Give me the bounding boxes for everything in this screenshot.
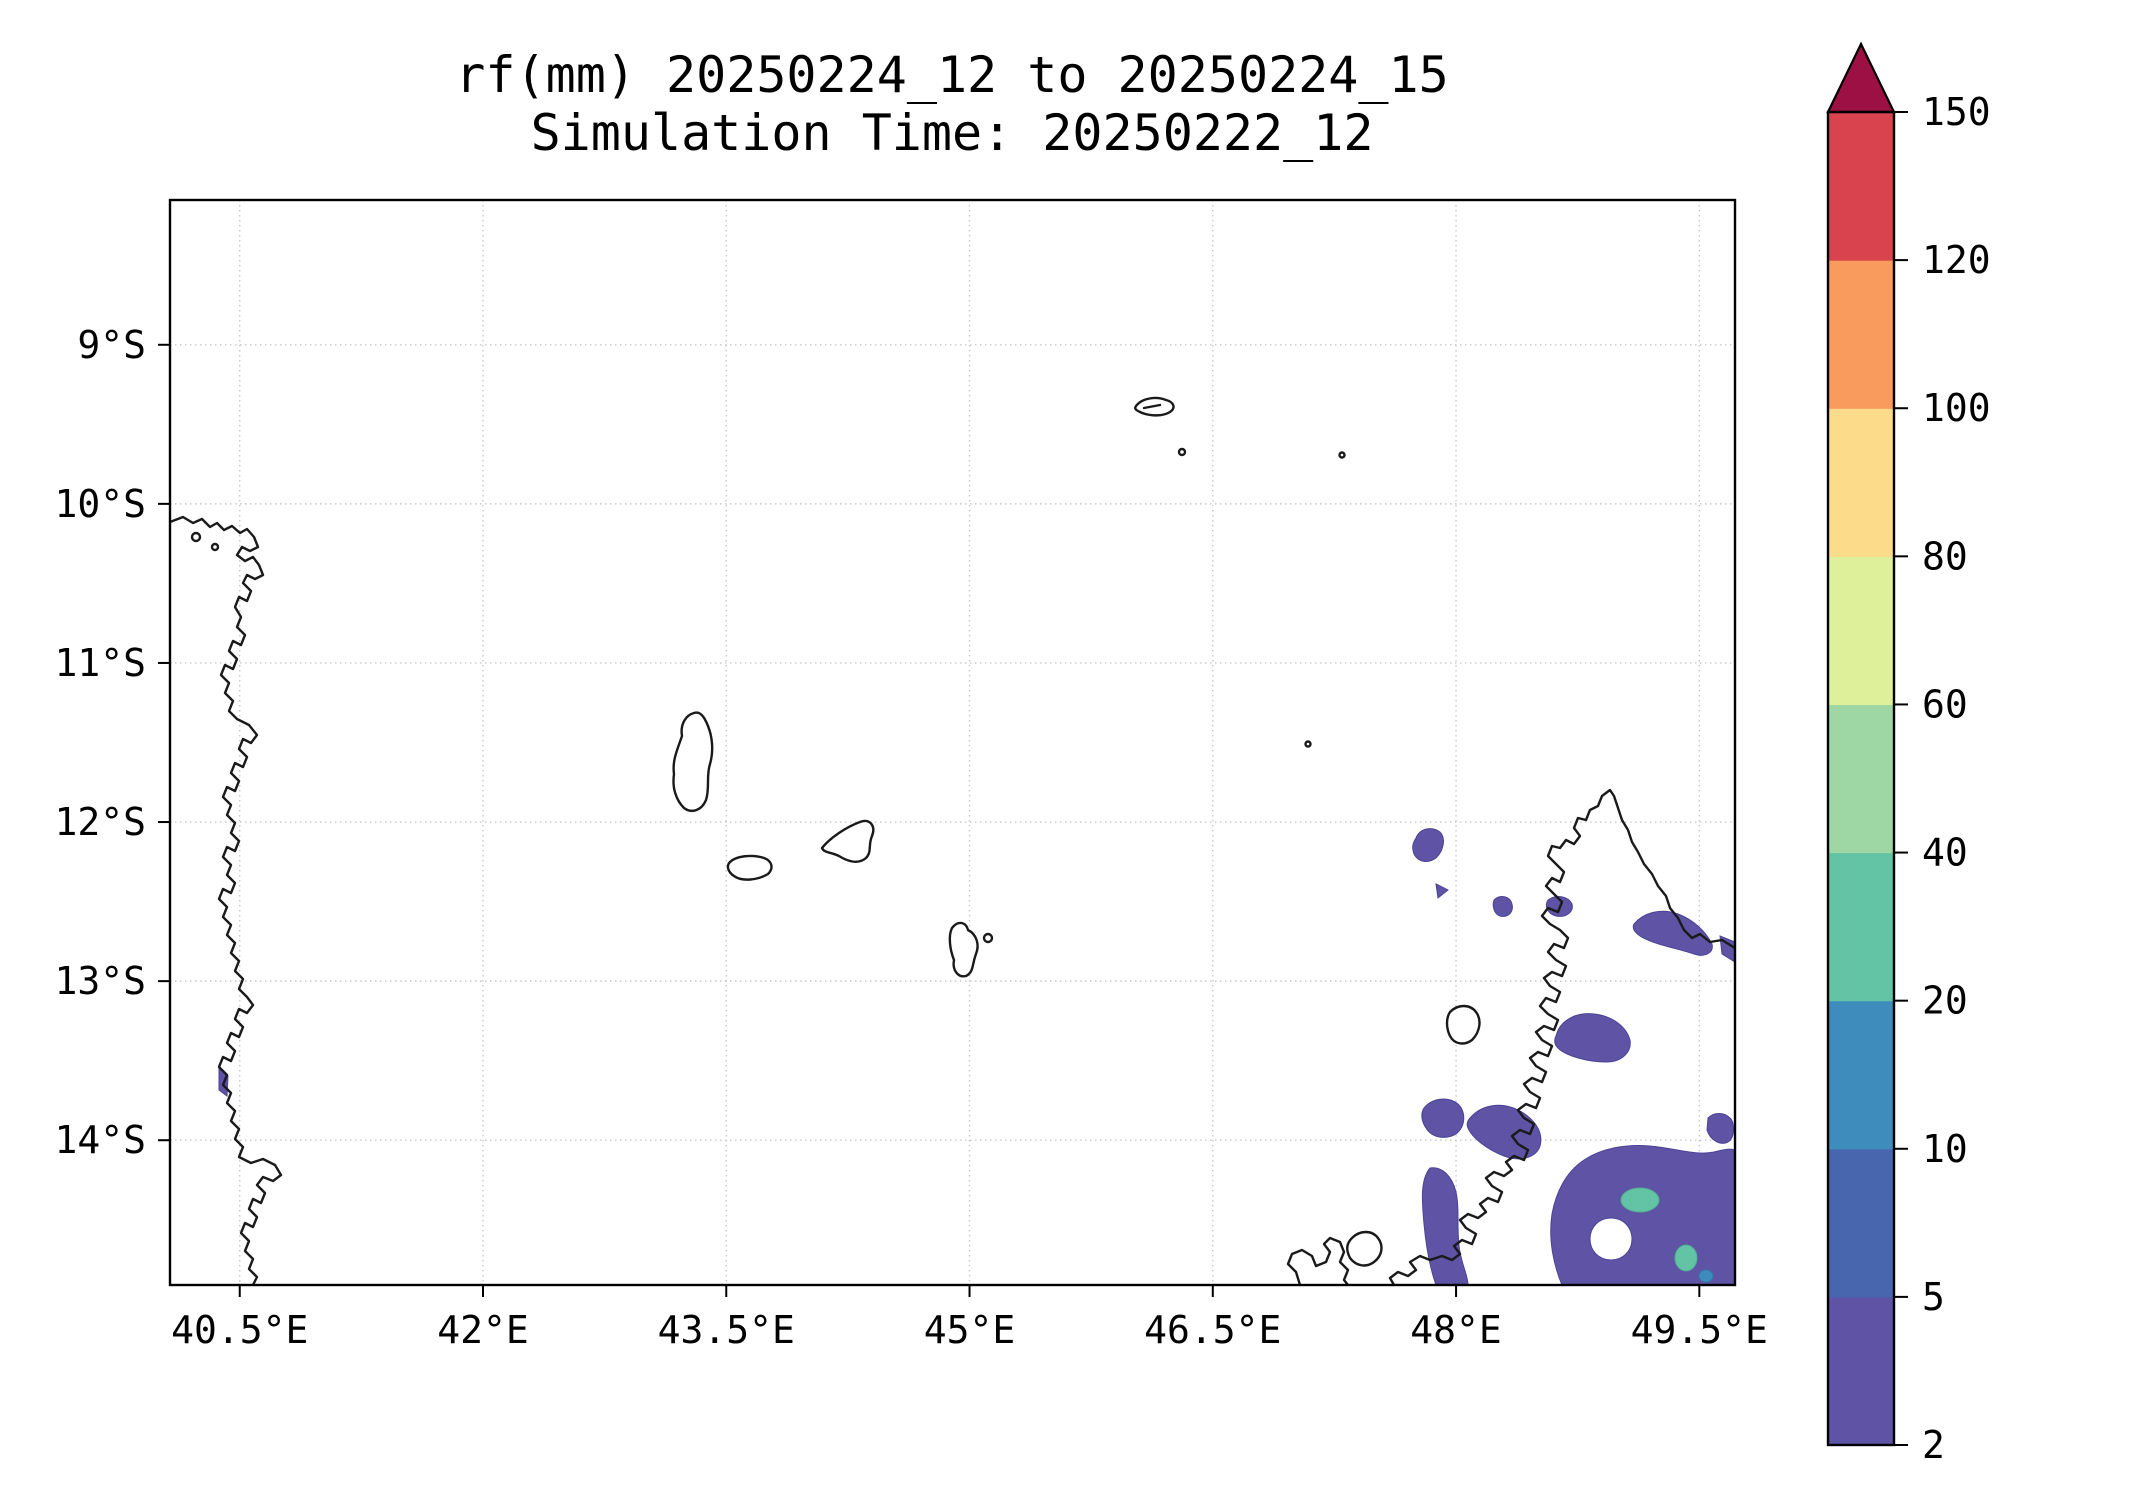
island-moheli <box>726 854 773 881</box>
grid-layer <box>170 200 1735 1285</box>
y-tick-label: 11°S <box>54 641 146 685</box>
island-mayotte <box>948 921 979 978</box>
rain-patch <box>1435 883 1449 899</box>
chart-subtitle: Simulation Time: 20250222_12 <box>531 104 1374 162</box>
y-tick-label: 10°S <box>54 482 146 526</box>
colorbar-tick-label: 20 <box>1922 979 1968 1023</box>
rain-patch <box>1412 828 1444 862</box>
islet <box>1338 451 1346 459</box>
rain-patch <box>1706 1113 1734 1144</box>
islet <box>982 932 994 944</box>
colorbar-band <box>1828 704 1894 854</box>
madagascar-coastline <box>1388 788 1735 1285</box>
rain-patch-teal <box>1620 1187 1660 1213</box>
colorbar-tick-label: 100 <box>1922 386 1991 430</box>
colorbar-band <box>1828 260 1894 409</box>
axis-ticks: 40.5°E 42°E 43.5°E 45°E 46.5°E 48°E 49.5°E 9°S 1… <box>54 323 1767 1352</box>
rain-patch <box>1492 896 1513 917</box>
x-tick-label: 46.5°E <box>1144 1308 1281 1352</box>
rain-patch <box>1421 1098 1465 1138</box>
rain-patch <box>1719 935 1735 963</box>
colorbar-band <box>1828 408 1894 557</box>
colorbar-tick-label: 5 <box>1922 1275 1945 1319</box>
islet <box>1177 447 1187 457</box>
colorbar-tick-label: 60 <box>1922 682 1968 726</box>
x-tick-label: 49.5°E <box>1631 1308 1768 1352</box>
islet <box>210 542 220 552</box>
rain-patch-blue <box>1698 1269 1714 1283</box>
chart-title: rf(mm) 20250224_12 to 20250224_15 <box>455 46 1448 104</box>
island-grande-comore <box>672 711 714 812</box>
rain-patch-nw-madagascar <box>1554 1013 1631 1063</box>
colorbar-band <box>1828 112 1894 261</box>
islet <box>190 531 202 543</box>
colorbar-tick-label: 10 <box>1922 1127 1968 1171</box>
y-tick-label: 12°S <box>54 800 146 844</box>
x-tick-label: 40.5°E <box>171 1308 308 1352</box>
africa-coastline <box>170 515 283 1285</box>
coast-bay-segment <box>1286 1236 1350 1285</box>
colorbar-band <box>1828 1000 1894 1150</box>
colorbar-tick-label: 120 <box>1922 238 1991 282</box>
colorbar-band <box>1828 556 1894 706</box>
x-tick-label: 45°E <box>924 1308 1016 1352</box>
island-nosy-be <box>1346 1230 1383 1267</box>
colorbar-over-arrow <box>1826 41 1896 114</box>
rain-patch-teal <box>1674 1244 1698 1272</box>
colorbar-band <box>1828 1148 1894 1298</box>
islet-reef-line <box>1142 403 1162 410</box>
y-tick-label: 13°S <box>54 959 146 1003</box>
colorbar-band <box>1828 852 1894 1002</box>
x-tick-label: 48°E <box>1410 1308 1502 1352</box>
island-nosy-mitsio <box>1445 1004 1481 1045</box>
x-tick-label: 42°E <box>437 1308 529 1352</box>
plot-border <box>168 198 1737 1287</box>
colorbar: 2 5 10 20 40 60 80 100 120 150 <box>1826 41 1991 1467</box>
coastlines <box>170 396 1735 1285</box>
colorbar-tick-label: 150 <box>1922 90 1991 134</box>
colorbar-band <box>1828 1296 1894 1446</box>
colorbar-tick-label: 80 <box>1922 534 1968 578</box>
colorbar-tick-label: 2 <box>1922 1423 1945 1467</box>
x-tick-label: 43.5°E <box>658 1308 795 1352</box>
map-layer <box>170 396 1735 1285</box>
islet <box>1304 740 1312 748</box>
colorbar-tick-label: 40 <box>1922 831 1968 875</box>
island-anjouan <box>820 819 875 863</box>
colorbar-frame <box>1826 110 1896 1447</box>
rain-patch-strip <box>1421 1167 1469 1285</box>
y-tick-label: 9°S <box>77 323 146 367</box>
rainfall-contours <box>218 828 1735 1285</box>
y-tick-label: 14°S <box>54 1118 146 1162</box>
rain-patch-large-mass <box>1550 1145 1735 1285</box>
